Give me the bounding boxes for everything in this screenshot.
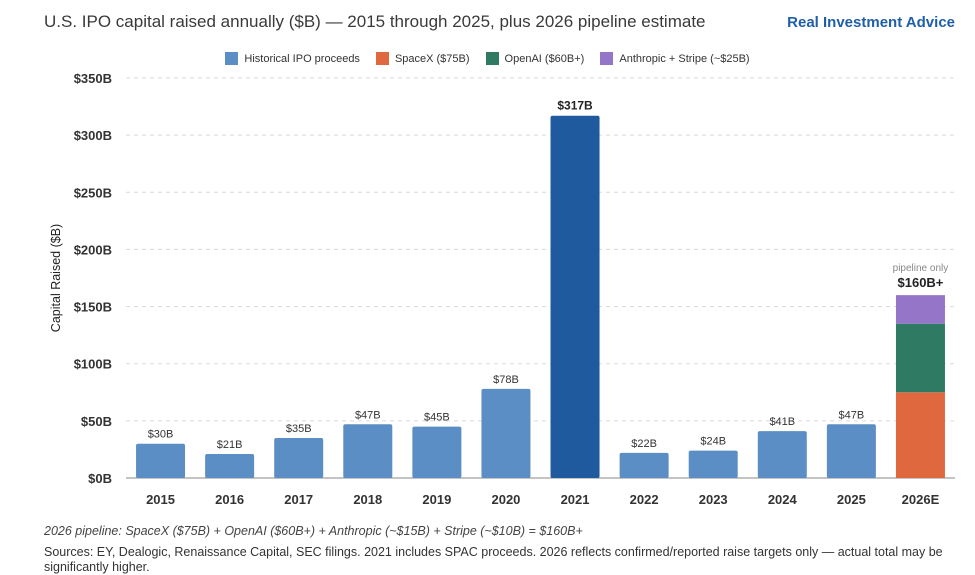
bar-value-label-2019: $45B [424, 412, 450, 424]
bar-2022 [619, 452, 669, 478]
bar-2018 [343, 424, 393, 478]
y-tick-label: $300B [74, 128, 112, 143]
y-tick-label: $250B [74, 185, 112, 200]
legend-label-openai: OpenAI ($60B+) [504, 52, 585, 65]
x-tick-label: 2022 [630, 492, 659, 507]
bar-value-label-2017: $35B [286, 423, 312, 435]
x-tick-label: 2020 [491, 492, 520, 507]
legend-label-anthropic-stripe: Anthropic + Stripe (~$25B) [619, 52, 750, 65]
bar-2017 [274, 438, 324, 478]
stacked-segment-spacex [895, 392, 945, 478]
pipeline-note: pipeline only [893, 263, 949, 274]
legend-label-spacex: SpaceX ($75B) [394, 52, 470, 65]
bar-value-label-2022: $22B [631, 438, 657, 450]
sources-note: Sources: EY, Dealogic, Renaissance Capit… [44, 545, 943, 574]
x-tick-label: 2024 [768, 492, 798, 507]
x-tick-label: 2019 [422, 492, 451, 507]
x-tick-label: 2018 [353, 492, 382, 507]
x-tick-label: 2017 [284, 492, 313, 507]
stacked-segment-anthropic-stripe [895, 295, 945, 324]
legend-swatch-anthropic-stripe [600, 52, 614, 65]
x-tick-label: 2026E [902, 492, 940, 507]
pipeline-footnote: 2026 pipeline: SpaceX ($75B) + OpenAI ($… [44, 524, 583, 538]
x-tick-label: 2015 [146, 492, 175, 507]
y-tick-label: $150B [74, 300, 112, 315]
bar-value-label-2015: $30B [148, 429, 174, 441]
y-axis-label: Capital Raised ($B) [49, 224, 63, 332]
legend-item-openai: OpenAI ($60B+) [485, 52, 585, 65]
x-tick-label: 2016 [215, 492, 244, 507]
x-tick-label: 2025 [837, 492, 866, 507]
chart-legend: Historical IPO proceeds SpaceX ($75B) Op… [0, 52, 975, 65]
y-tick-label: $0B [88, 471, 112, 486]
bar-2021 [550, 115, 600, 478]
y-tick-label: $350B [74, 71, 112, 86]
bar-2020 [481, 388, 531, 478]
bar-value-label-2018: $47B [355, 409, 381, 421]
legend-swatch-openai [485, 52, 499, 65]
y-tick-label: $200B [74, 242, 112, 257]
bar-2015 [136, 443, 186, 478]
stacked-segment-openai [895, 323, 945, 393]
legend-item-spacex: SpaceX ($75B) [375, 52, 470, 65]
bar-2019 [412, 426, 462, 478]
pipeline-total-label: $160B+ [898, 275, 944, 290]
bar-2024 [757, 431, 807, 478]
bar-value-label-2021: $317B [557, 99, 593, 113]
legend-swatch-spacex [375, 52, 389, 65]
legend-swatch-historical [225, 52, 239, 65]
legend-label-historical: Historical IPO proceeds [244, 52, 360, 65]
bar-value-label-2016: $21B [217, 439, 243, 451]
chart-title: U.S. IPO capital raised annually ($B) — … [44, 12, 706, 31]
legend-item-anthropic-stripe: Anthropic + Stripe (~$25B) [600, 52, 750, 65]
bar-value-label-2023: $24B [700, 436, 726, 448]
bar-value-label-2025: $47B [839, 409, 865, 421]
bar-value-label-2020: $78B [493, 374, 519, 386]
brand-logo-text: Real Investment Advice [787, 14, 955, 31]
x-tick-label: 2023 [699, 492, 728, 507]
bar-2023 [688, 450, 738, 478]
y-tick-label: $50B [81, 414, 112, 429]
bar-value-label-2024: $41B [769, 416, 795, 428]
x-tick-label: 2021 [561, 492, 590, 507]
bar-2016 [205, 454, 255, 478]
legend-item-historical: Historical IPO proceeds [225, 52, 360, 65]
bar-2025 [826, 424, 876, 478]
y-tick-label: $100B [74, 357, 112, 372]
